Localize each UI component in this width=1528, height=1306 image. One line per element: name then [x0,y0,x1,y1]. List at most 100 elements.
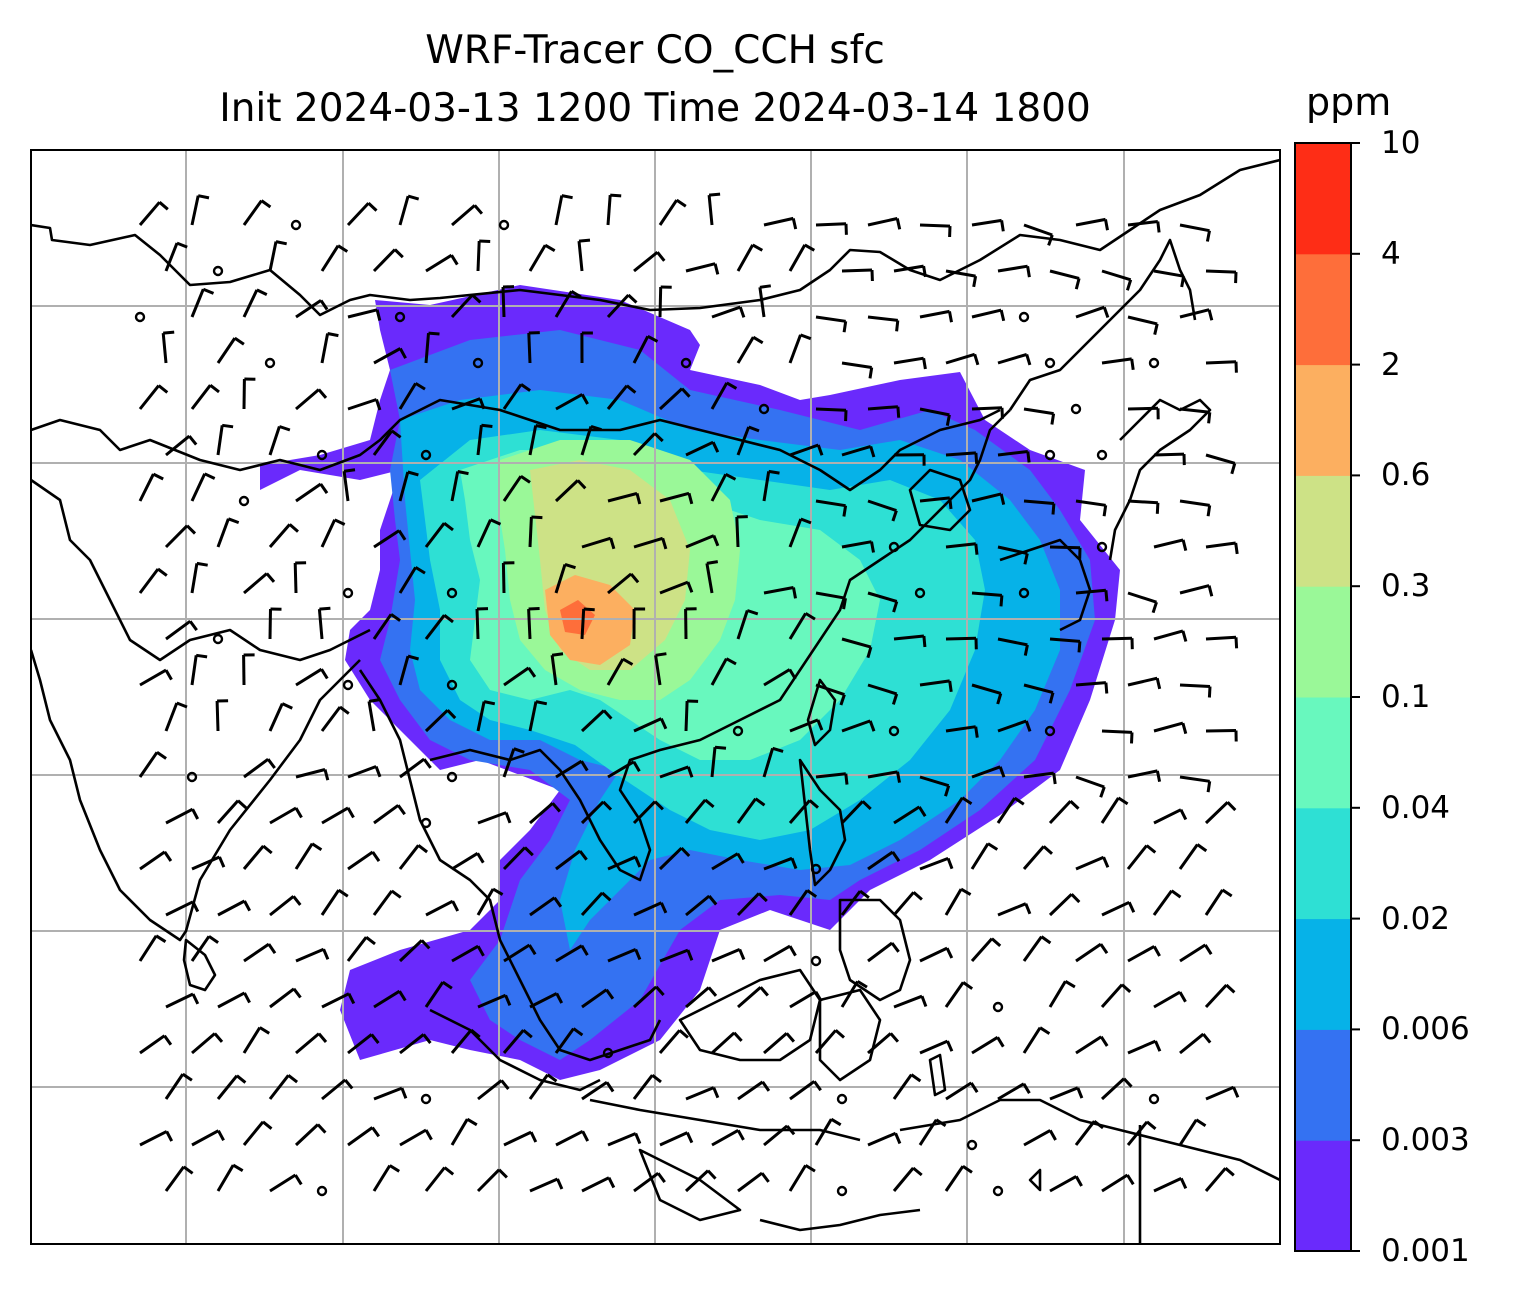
wind-barb [138,472,164,502]
wind-barb [919,223,952,238]
wind-barb [1152,889,1182,916]
wind-barb [684,1169,717,1193]
wind-barb [788,889,818,916]
wind-barb [528,515,543,548]
gridlines [31,150,1280,1244]
wind-barb [607,572,640,595]
wind-barb [425,253,459,273]
wind-barb [1205,1085,1240,1101]
wind-barb [711,305,746,319]
wind-barb [138,384,169,410]
wind-barb [1179,584,1214,597]
colorbar-tick-label: 10 [1381,125,1421,161]
wind-barb [186,771,198,783]
wind-barb [632,800,664,825]
wind-barb [684,699,699,732]
wind-barb [268,523,299,548]
wind-barb [607,1132,642,1147]
wind-barb [685,262,720,275]
wind-barb [424,614,454,640]
colorbar-segment [1295,1029,1351,1141]
wind-barb [242,844,273,870]
wind-barb [815,683,846,706]
wind-barb [1048,893,1081,917]
wind-barb [684,607,697,640]
wind-barb [607,855,642,871]
wind-barb [1205,635,1239,649]
wind-barb [970,842,999,870]
wind-barb [1153,1177,1188,1193]
wind-barb [320,244,349,272]
wind-barb [373,804,406,825]
wind-barb [685,534,720,549]
wind-barb [475,607,489,640]
wind-barb [1148,357,1160,369]
wind-barb [1049,269,1081,290]
wind-barb [320,888,349,916]
colorbar-tick-label: 0.1 [1381,679,1431,715]
wind-barb [1049,1175,1083,1193]
wind-barb [502,383,531,410]
wind-barb [190,384,220,410]
wind-barb [1075,942,1109,963]
wind-barb [970,937,1002,962]
colorbar-segment [1295,807,1351,920]
colorbar-tick-label: 0.001 [1381,1233,1470,1269]
wind-barbs [134,192,1240,1197]
wind-barb [841,361,874,379]
wind-barb [867,770,901,783]
wind-barb [1127,945,1161,963]
wind-barb [317,606,331,640]
wind-barb [580,709,613,733]
wind-barb [867,315,900,332]
wind-barb [971,1036,1005,1055]
wind-barb [295,768,330,781]
wind-barb [1127,220,1161,233]
wind-barb [1023,1129,1057,1147]
wind-barb [1153,538,1188,551]
wind-barb [840,980,868,1008]
wind-barb [476,887,504,916]
wind-barb [190,561,208,594]
wind-barb [398,939,431,963]
wind-barb [606,193,622,226]
wind-barb [710,745,727,778]
map-subtitle: Init 2024-03-13 1200 Time 2024-03-14 180… [219,86,1091,131]
wind-barb [944,796,973,824]
wind-barb [919,775,951,797]
wind-barb [867,1131,902,1147]
wind-barb [841,540,875,553]
wind-barb [815,407,848,422]
colorbar-segment [1295,1140,1351,1252]
wind-barb [1023,499,1056,515]
wind-barb [165,619,198,641]
wind-barb [997,1082,1031,1101]
wind-barb [997,352,1032,366]
wind-barb [342,587,354,599]
wind-barb [372,429,402,456]
wind-barb [1023,771,1057,785]
wind-barb [633,536,668,550]
wind-barb [914,587,926,599]
wind-barb [216,1163,244,1192]
wind-barb [1049,1086,1084,1101]
wind-barb [477,811,512,825]
colorbar-tick-label: 0.3 [1381,568,1431,605]
wind-barb [1178,1118,1207,1146]
wind-barb [242,288,268,318]
wind-barb [1179,407,1212,424]
wind-barb [654,652,667,686]
wind-barb [1101,357,1135,371]
wind-barb [841,268,874,282]
wind-barb [242,1026,270,1054]
wind-barb [424,1166,455,1192]
wind-barb [190,194,210,226]
wind-barb [581,1081,615,1101]
wind-barb [945,542,979,555]
wind-barb [632,607,646,640]
wind-barb [735,515,748,548]
wind-barb [1101,1173,1135,1193]
wind-barb [580,424,602,456]
colorbar-tick-label: 0.02 [1381,900,1451,937]
